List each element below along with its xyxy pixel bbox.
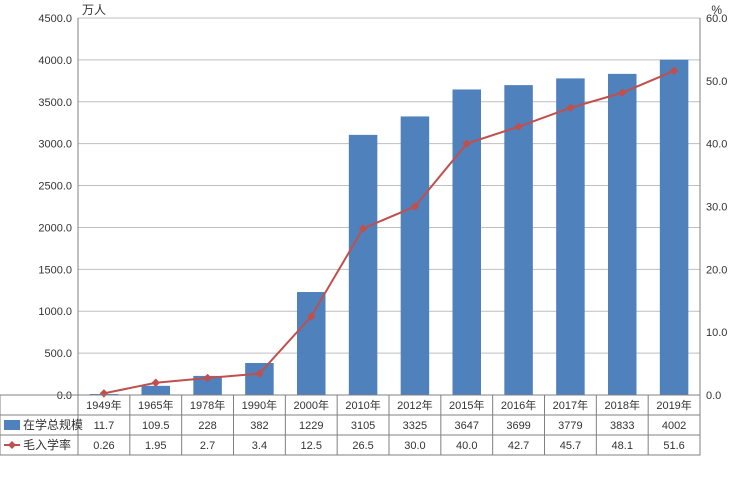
y-left-tick-label: 3500.0	[38, 97, 72, 109]
line-value-cell: 3.4	[252, 440, 267, 452]
line-value-cell: 42.7	[508, 440, 529, 452]
bar-value-cell: 3833	[610, 420, 634, 432]
category-label: 2016年	[501, 398, 536, 412]
bar-value-cell: 4002	[662, 420, 686, 432]
bar	[401, 116, 430, 395]
chart-svg: 0.0 500.0 1000.0 1500.0 2000.0 2500.0 3000.0 35…	[0, 0, 739, 500]
legend-bar-swatch	[4, 420, 20, 430]
bar-value-cell: 109.5	[142, 420, 170, 432]
bar-value-cell: 3325	[403, 420, 427, 432]
category-label: 1990年	[242, 398, 277, 412]
bar	[245, 363, 274, 395]
category-label: 2012年	[397, 398, 432, 412]
line-value-cell: 1.95	[145, 440, 166, 452]
category-label: 2018年	[605, 398, 640, 412]
y-left-tick-label: 4500.0	[38, 13, 72, 25]
bar-value-cell: 3699	[506, 420, 530, 432]
bar	[452, 89, 481, 395]
line-value-cell: 48.1	[612, 440, 633, 452]
bar	[349, 135, 378, 395]
line-value-cell: 30.0	[404, 440, 425, 452]
y-right-tick-label: 30.0	[706, 202, 727, 214]
line-value-cell: 51.6	[663, 440, 684, 452]
line-value-cell: 2.7	[200, 440, 215, 452]
bar	[297, 292, 326, 395]
y-left-tick-label: 4000.0	[38, 55, 72, 67]
category-label: 1978年	[190, 398, 225, 412]
category-label: 2010年	[345, 398, 380, 412]
bar-value-cell: 3779	[558, 420, 582, 432]
bar	[141, 386, 170, 395]
y-right-tick-label: 20.0	[706, 264, 727, 276]
line-value-cell: 26.5	[352, 440, 373, 452]
bar	[660, 60, 689, 395]
y-left-tick-label: 2500.0	[38, 181, 72, 193]
bar-value-cell: 382	[250, 420, 268, 432]
category-label: 2000年	[294, 398, 329, 412]
chart-container: 0.0 500.0 1000.0 1500.0 2000.0 2500.0 3000.0 35…	[0, 0, 739, 500]
legend-bar-label: 在学总规模	[23, 417, 83, 432]
category-label: 2015年	[449, 398, 484, 412]
line-marker	[152, 379, 159, 386]
bar-value-cell: 11.7	[94, 420, 115, 432]
line-value-cell: 12.5	[301, 440, 322, 452]
y-right-tick-label: 40.0	[706, 139, 727, 151]
line-value-cell: 0.26	[93, 440, 114, 452]
bar-value-cell: 3105	[351, 420, 375, 432]
legend-line-marker	[8, 441, 16, 449]
line-value-cell: 40.0	[456, 440, 477, 452]
line-marker	[100, 390, 107, 397]
category-label: 2019年	[656, 398, 691, 412]
category-label: 2017年	[553, 398, 588, 412]
y-left-tick-label: 2000.0	[38, 222, 72, 234]
bar	[556, 78, 585, 395]
y-left-tick-label: 3000.0	[38, 139, 72, 151]
y-right-tick-label: 50.0	[706, 76, 727, 88]
category-label: 1949年	[86, 398, 121, 412]
y-left-tick-label: 1000.0	[38, 306, 72, 318]
category-label: 1965年	[138, 398, 173, 412]
y-right-unit: %	[711, 3, 722, 17]
y-right-tick-label: 0.0	[706, 390, 721, 402]
line-value-cell: 45.7	[560, 440, 581, 452]
bar	[504, 85, 533, 395]
line-series	[104, 71, 674, 394]
y-left-tick-label: 1500.0	[38, 264, 72, 276]
y-left-tick-label: 0.0	[57, 390, 72, 402]
bar-value-cell: 3647	[455, 420, 479, 432]
bar	[608, 74, 637, 395]
y-right-tick-label: 10.0	[706, 327, 727, 339]
y-left-tick-label: 500.0	[44, 348, 72, 360]
bar-value-cell: 1229	[299, 420, 323, 432]
y-left-unit: 万人	[82, 3, 106, 17]
legend-line-label: 毛入学率	[23, 437, 71, 452]
bar-value-cell: 228	[198, 420, 216, 432]
